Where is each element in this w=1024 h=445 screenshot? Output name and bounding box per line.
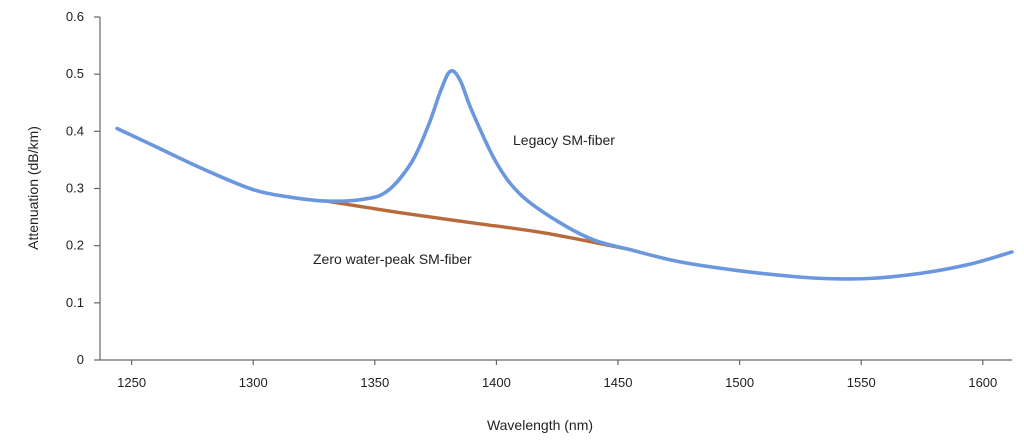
y-axis-title: Attenuation (dB/km) (25, 126, 41, 250)
x-tick-label: 1600 (968, 375, 997, 390)
x-axis-title: Wavelength (nm) (487, 417, 593, 433)
x-tick-label: 1550 (847, 375, 876, 390)
x-axis-ticks: 1250 1300 1350 1400 1450 1500 1550 1600 (117, 360, 997, 390)
zero-water-peak-line (324, 199, 632, 252)
y-tick-label: 0.5 (66, 66, 84, 81)
y-tick-label: 0.6 (66, 9, 84, 24)
x-tick-label: 1350 (360, 375, 389, 390)
plot-area (115, 69, 1014, 281)
y-tick-label: 0.3 (66, 181, 84, 196)
y-axis-ticks: 0 0.1 0.2 0.3 0.4 0.5 0.6 (66, 9, 100, 367)
x-tick-label: 1250 (117, 375, 146, 390)
legacy-fiber-line (115, 69, 1014, 281)
zero-water-peak-label: Zero water-peak SM-fiber (313, 251, 472, 267)
y-tick-label: 0.4 (66, 123, 84, 138)
y-tick-label: 0.1 (66, 295, 84, 310)
x-tick-label: 1500 (725, 375, 754, 390)
x-tick-label: 1450 (604, 375, 633, 390)
x-tick-label: 1400 (482, 375, 511, 390)
y-tick-label: 0.2 (66, 238, 84, 253)
y-tick-label: 0 (77, 352, 84, 367)
legacy-fiber-label: Legacy SM-fiber (513, 132, 615, 148)
x-tick-label: 1300 (239, 375, 268, 390)
